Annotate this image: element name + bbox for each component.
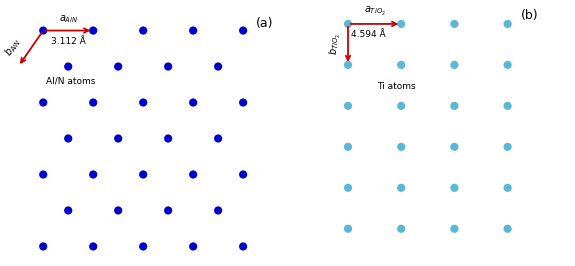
Point <box>397 104 406 108</box>
Point <box>450 22 459 26</box>
Point <box>89 100 98 105</box>
Point <box>89 244 98 249</box>
Point <box>397 145 406 149</box>
Point <box>503 186 512 190</box>
Point <box>163 136 172 141</box>
Point <box>503 104 512 108</box>
Point <box>343 22 352 26</box>
Point <box>64 136 73 141</box>
Point <box>343 63 352 67</box>
Point <box>450 104 459 108</box>
Point <box>163 208 172 213</box>
Point <box>343 186 352 190</box>
Point <box>39 28 48 33</box>
Point <box>39 100 48 105</box>
Point <box>114 208 123 213</box>
Point <box>503 227 512 231</box>
Text: 4.594 Å: 4.594 Å <box>351 30 385 39</box>
Text: $b_{TiO_2}$: $b_{TiO_2}$ <box>328 32 343 55</box>
Point <box>239 172 248 177</box>
Point <box>39 244 48 249</box>
Text: $a_{TiO_2}$: $a_{TiO_2}$ <box>363 5 386 18</box>
Point <box>189 244 198 249</box>
Point <box>139 244 148 249</box>
Point <box>503 22 512 26</box>
Text: 3.112 Å: 3.112 Å <box>51 36 86 45</box>
Point <box>343 227 352 231</box>
Point <box>39 172 48 177</box>
Point <box>213 136 223 141</box>
Point <box>189 28 198 33</box>
Point <box>450 145 459 149</box>
Point <box>89 28 98 33</box>
Text: (a): (a) <box>256 16 273 30</box>
Point <box>397 186 406 190</box>
Text: (b): (b) <box>521 10 539 22</box>
Point <box>89 172 98 177</box>
Point <box>343 145 352 149</box>
Point <box>397 63 406 67</box>
Point <box>239 244 248 249</box>
Point <box>64 64 73 69</box>
Text: Ti atoms: Ti atoms <box>377 82 416 92</box>
Point <box>114 64 123 69</box>
Point <box>397 227 406 231</box>
Point <box>397 22 406 26</box>
Point <box>450 186 459 190</box>
Point <box>114 136 123 141</box>
Point <box>213 64 223 69</box>
Point <box>239 100 248 105</box>
Text: $a_{AlN}$: $a_{AlN}$ <box>59 13 78 24</box>
Point <box>450 63 459 67</box>
Point <box>213 208 223 213</box>
Point <box>139 100 148 105</box>
Point <box>189 172 198 177</box>
Point <box>189 100 198 105</box>
Point <box>450 227 459 231</box>
Text: Al/N atoms: Al/N atoms <box>46 77 95 86</box>
Point <box>503 145 512 149</box>
Text: $b_{AlN}$: $b_{AlN}$ <box>2 35 24 59</box>
Point <box>64 208 73 213</box>
Point <box>163 64 172 69</box>
Point <box>139 28 148 33</box>
Point <box>343 104 352 108</box>
Point <box>139 172 148 177</box>
Point <box>503 63 512 67</box>
Point <box>239 28 248 33</box>
